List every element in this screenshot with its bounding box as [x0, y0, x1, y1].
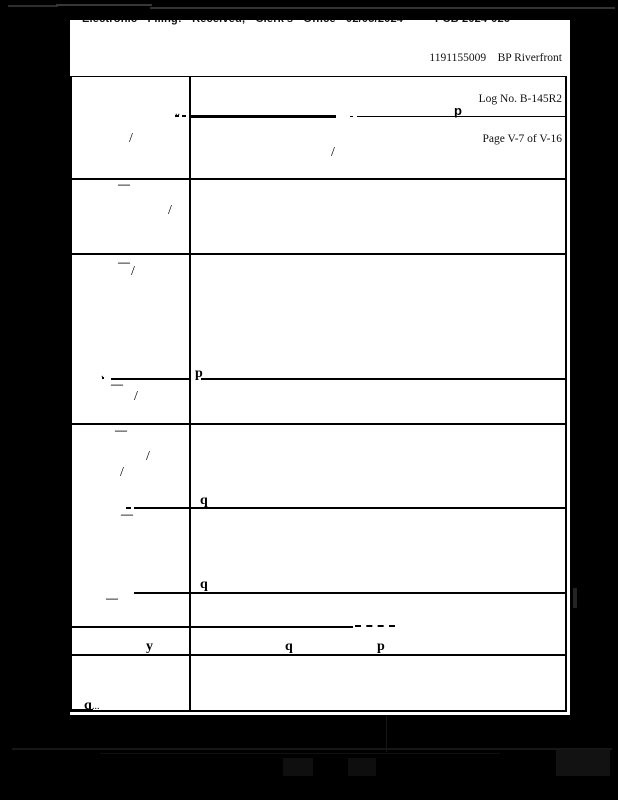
row5-border-dashed [355, 625, 395, 627]
row3-border [70, 253, 567, 255]
underline-row5a [134, 507, 566, 509]
scan-artifact [386, 716, 387, 752]
row1-border-thin [350, 116, 353, 117]
underline-row7 [71, 709, 93, 712]
scan-artifact [573, 588, 577, 608]
document-page: Electronic Filing: Received, Clerk's Off… [70, 20, 570, 715]
underline-row4-dot [102, 377, 104, 379]
row1-border-thin [357, 116, 567, 117]
scan-artifact [283, 758, 313, 776]
fragment-dash: — [118, 177, 130, 191]
table-column-divider [189, 76, 191, 711]
scan-streak [8, 5, 58, 7]
row5-border-solid [70, 626, 353, 628]
docket-number-stamp: **PCB 2024-026** [426, 20, 519, 25]
log-number-line: Log No. B-145R2 [478, 92, 562, 105]
row1-border-dots [175, 115, 179, 117]
table-border-left [70, 76, 72, 711]
fragment-slash: / [120, 465, 124, 480]
fragment-letter-p: p [195, 366, 203, 381]
underline-row4-right [201, 378, 566, 380]
fragment-letter-y: y [146, 639, 153, 654]
document-header-block: 1191155009 BP Riverfront Log No. B-145R2… [429, 25, 562, 174]
fragment-slash: / [146, 449, 150, 464]
fragment-dot: . [101, 369, 104, 380]
scan-artifact [12, 748, 612, 750]
fragment-slash: / [131, 264, 135, 279]
scan-artifact [100, 753, 500, 754]
table-border-right [565, 76, 567, 711]
fragment-dash: — [118, 255, 130, 269]
table-border-bottom [70, 710, 567, 712]
fragment-letter-q: q [84, 698, 92, 713]
scan-streak [150, 7, 615, 9]
fragment-dots: ... [92, 701, 100, 712]
fragment-letter-q: q [200, 493, 208, 508]
fragment-slash: / [129, 131, 133, 146]
efiling-stamp: Electronic Filing: Received, Clerk's Off… [82, 20, 403, 25]
row1-border-thick [189, 115, 336, 118]
fragment-dot: . [70, 681, 73, 692]
fragment-dash: — [121, 507, 133, 521]
row4-border [70, 423, 567, 425]
fragment-mark: : [70, 651, 73, 662]
document-id-line: 1191155009 BP Riverfront [429, 52, 562, 64]
fragment-letter-p: p [377, 639, 385, 654]
scan-artifact [556, 750, 610, 776]
row2-border [70, 178, 567, 180]
fragment-letter-p: p [454, 103, 462, 118]
underline-row5b [134, 592, 566, 594]
table-border-top [70, 76, 567, 77]
scan-streak [56, 4, 152, 6]
fragment-letter-q: q [200, 577, 208, 592]
underline-row5a-tick [126, 507, 131, 509]
row6-border [70, 654, 567, 656]
fragment-dash: — [115, 423, 127, 437]
page-number-line: Page V-7 of V-16 [482, 133, 562, 145]
fragment-dots: .. [175, 107, 180, 118]
fragment-dash: — [106, 591, 118, 605]
row1-border-dots [182, 115, 186, 117]
fragment-dash: — [111, 377, 123, 391]
fragment-slash: / [168, 203, 172, 218]
scan-artifact [348, 758, 376, 776]
fragment-letter-q: q [285, 639, 293, 654]
underline-row4-left [111, 378, 189, 380]
fragment-slash: / [134, 389, 138, 404]
fragment-slash: / [331, 145, 335, 160]
